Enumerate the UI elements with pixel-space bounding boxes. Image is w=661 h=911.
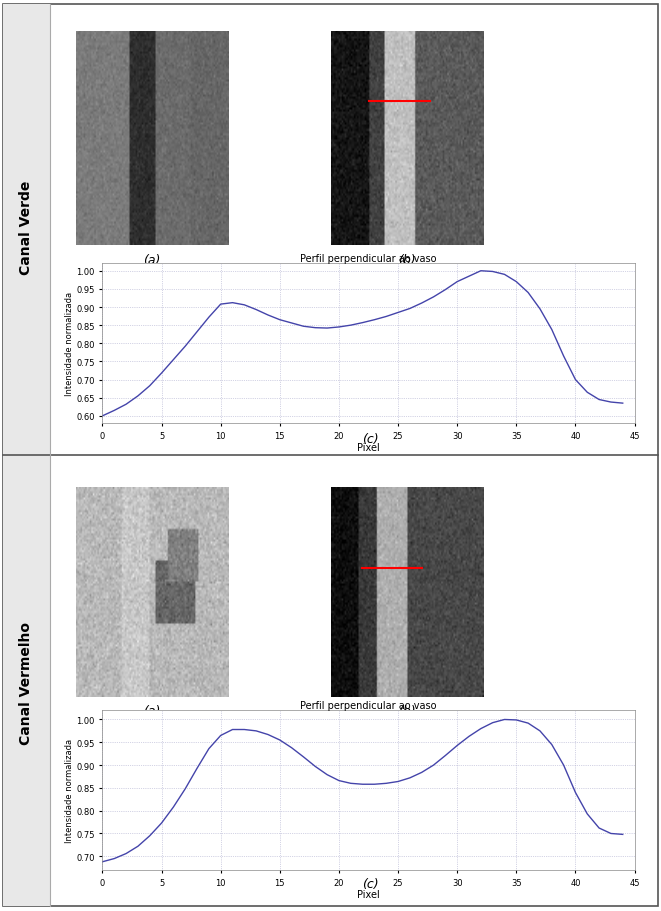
Text: (b): (b)	[398, 253, 415, 266]
Title: Perfil perpendicular ao vaso: Perfil perpendicular ao vaso	[300, 700, 437, 710]
X-axis label: Pixel: Pixel	[357, 443, 380, 453]
Y-axis label: Intensidade normalizada: Intensidade normalizada	[65, 292, 73, 396]
Text: (c): (c)	[362, 433, 379, 445]
Y-axis label: Intensidade normalizada: Intensidade normalizada	[65, 738, 73, 843]
X-axis label: Pixel: Pixel	[357, 889, 380, 899]
Text: Canal Verde: Canal Verde	[19, 180, 34, 275]
Title: Perfil perpendicular ao vaso: Perfil perpendicular ao vaso	[300, 253, 437, 263]
Text: (a): (a)	[143, 704, 161, 717]
Bar	[3, 5, 50, 456]
Text: (a): (a)	[143, 253, 161, 266]
Text: (b): (b)	[398, 704, 415, 717]
Bar	[3, 456, 50, 906]
Text: Canal Vermelho: Canal Vermelho	[19, 622, 34, 744]
Text: (c): (c)	[362, 877, 379, 890]
